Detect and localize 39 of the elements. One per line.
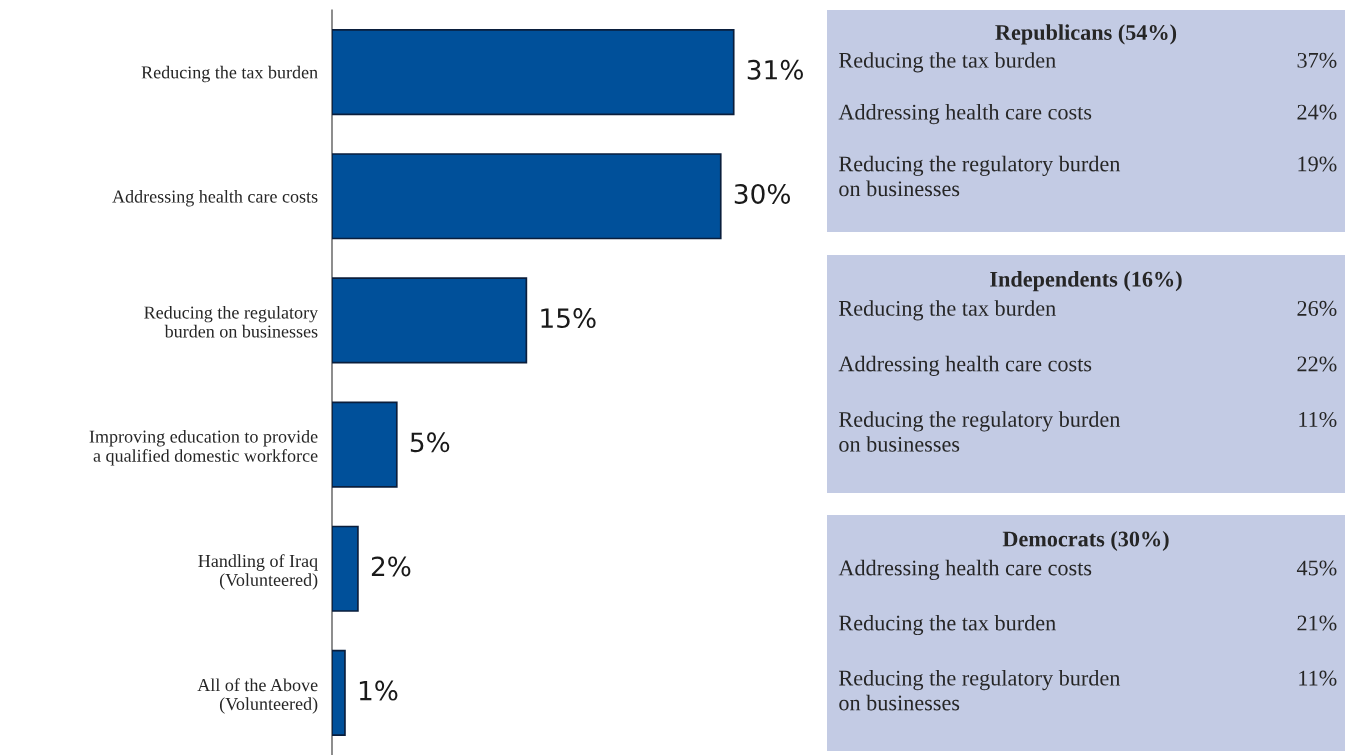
category-label: Reducing the tax burden (839, 614, 1056, 636)
text: Democrats (30%) (1002, 530, 1169, 552)
y-tick-label: Improving education to provide a qualified domestic workforce (89, 430, 318, 466)
y-tick-label: Addressing health care costs (112, 189, 318, 207)
text: Independents (16%) (990, 271, 1182, 292)
category-label: Addressing health care costs (838, 355, 1092, 376)
text: 11% (1299, 411, 1337, 427)
text: 22% (1297, 356, 1337, 372)
category-label: Reducing the tax burden (839, 52, 1056, 73)
y-tick-label: Reducing the tax burden (141, 65, 318, 83)
data-label: 1% (359, 680, 398, 701)
text: 45% (1296, 560, 1337, 576)
text: 21% (1297, 615, 1337, 631)
bar (332, 153, 722, 240)
data-label: 31% (747, 59, 803, 80)
data-label: 15% (541, 308, 596, 329)
bar (332, 277, 528, 364)
category-label: Reducing the tax burden (839, 300, 1056, 321)
category-label: Addressing health care costs (838, 103, 1092, 125)
bar (332, 401, 398, 488)
category-label: Reducing the regulatory burden on businesses (839, 669, 1121, 711)
data-label: 30% (734, 183, 790, 204)
text: 19% (1298, 156, 1337, 172)
y-tick-label: Reducing the regulatory burden on businesses (144, 305, 319, 338)
text: Republicans (54%) (995, 24, 1177, 45)
bar (332, 525, 359, 612)
text: 37% (1297, 52, 1337, 68)
y-tick-label: All of the Above (Volunteered) (197, 678, 318, 714)
text: 11% (1299, 670, 1337, 686)
text: 26% (1297, 300, 1337, 316)
bar (332, 649, 346, 736)
text: 24% (1297, 104, 1337, 120)
y-tick-label: Handling of Iraq (Volunteered) (198, 554, 318, 590)
category-label: Reducing the regulatory burden on businesses (839, 411, 1121, 452)
data-label: 2% (371, 556, 411, 577)
category-label: Addressing health care costs (838, 559, 1092, 581)
data-label: 5% (410, 432, 450, 453)
bar (332, 29, 735, 116)
category-label: Reducing the regulatory burden on businesses (839, 155, 1121, 197)
